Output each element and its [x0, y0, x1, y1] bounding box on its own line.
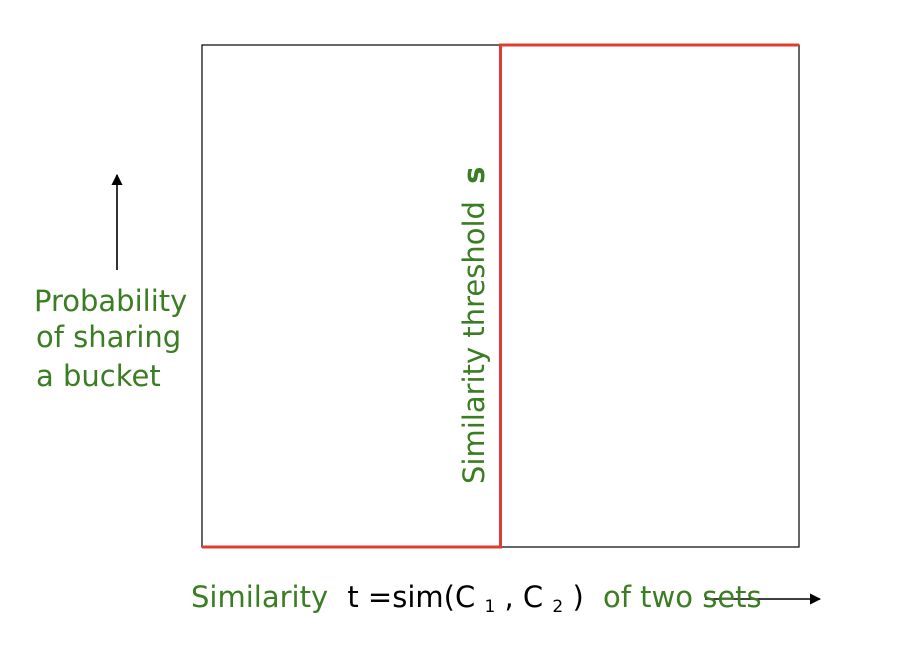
threshold-label-text: Similarity threshold [457, 201, 491, 484]
threshold-label: Similarity threshold s [457, 167, 491, 484]
ideal-step-function [202, 43, 799, 549]
x-axis-label: Similarity t =sim(C 1 , C 2 ) of two set… [191, 580, 762, 619]
y-axis-label-line-2: of sharing [36, 320, 181, 354]
threshold-symbol: s [457, 167, 491, 184]
y-axis-label-line-1: Probability [34, 284, 187, 318]
x-axis-formula-close: ) [572, 580, 583, 614]
x-axis-label-suffix: of two sets [603, 580, 762, 614]
y-axis-label-line-3: a bucket [36, 359, 161, 393]
x-axis-formula-mid: , C [504, 580, 543, 614]
x-axis-label-prefix: Similarity [191, 580, 328, 614]
x-axis-formula-sub-2: 2 [552, 597, 563, 617]
x-axis-formula-t: t =sim(C [347, 580, 475, 614]
x-axis-formula-sub-1: 1 [484, 597, 495, 617]
